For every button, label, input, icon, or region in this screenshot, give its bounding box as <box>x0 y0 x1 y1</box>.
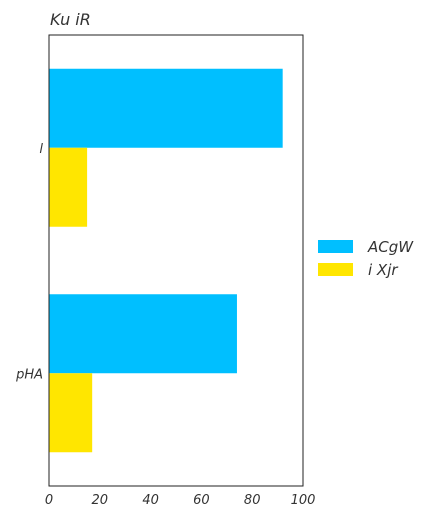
y-axis-ticks: l pHA <box>15 142 43 383</box>
bar-2-1 <box>49 147 88 227</box>
x-tick-label: 20 <box>92 493 109 508</box>
x-axis-ticks: 0 20 40 60 80 100 <box>45 493 316 508</box>
bars-group <box>49 68 283 453</box>
x-tick-label: 100 <box>291 493 316 508</box>
legend-swatch-2 <box>318 263 353 276</box>
x-tick-label: 80 <box>244 493 261 508</box>
plot-frame <box>48 34 304 487</box>
legend-swatch-1 <box>318 240 353 253</box>
x-tick-label: 60 <box>193 493 210 508</box>
chart-title: Ku iR <box>50 10 91 29</box>
bar-1-2 <box>49 294 237 374</box>
x-tick-label: 0 <box>45 493 53 508</box>
legend: ACgW i Xjr <box>318 238 414 279</box>
bar-2-2 <box>49 373 93 453</box>
legend-label-2: i Xjr <box>368 261 398 279</box>
bar-1-1 <box>49 68 283 148</box>
legend-label-1: ACgW <box>367 238 414 256</box>
y-tick-label: pHA <box>15 367 43 382</box>
y-tick-label: l <box>39 142 43 157</box>
x-tick-label: 40 <box>142 493 159 508</box>
